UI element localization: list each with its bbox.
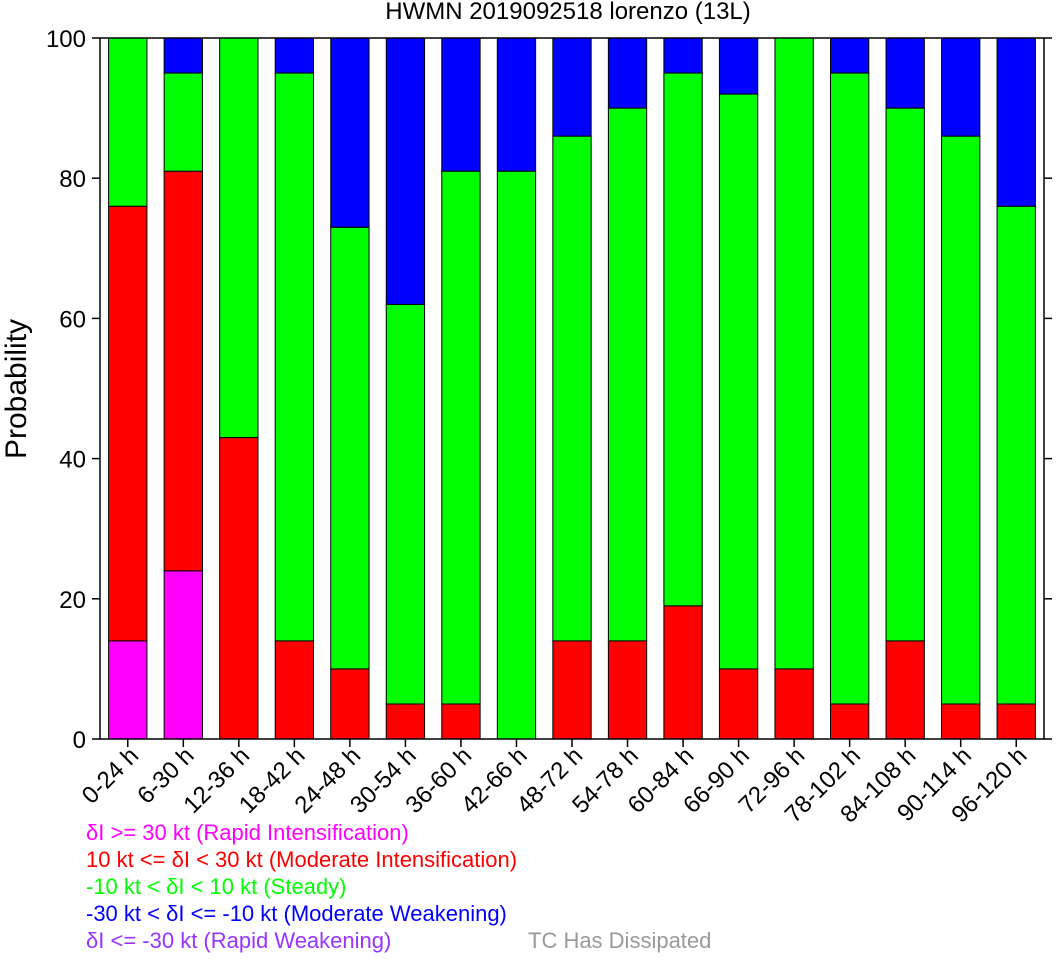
bar-segment xyxy=(385,703,426,740)
bar-segment xyxy=(996,205,1036,705)
bar-segment xyxy=(385,303,426,705)
bar-segment xyxy=(274,37,315,74)
bar-segment xyxy=(829,703,870,740)
bar-segment xyxy=(663,72,703,607)
bar-segment xyxy=(274,72,315,642)
bar-segment xyxy=(441,170,481,705)
bar-segment xyxy=(941,703,981,740)
bar-segment xyxy=(330,37,370,228)
bar-segment xyxy=(663,37,703,74)
bar-segment xyxy=(607,640,648,740)
legend-entry: -10 kt < δI < 10 kt (Steady) xyxy=(86,874,346,899)
ticks-layer: 0 20 40 60 80 100 xyxy=(46,26,1052,754)
legend-entry: -30 kt < δI <= -10 kt (Moderate Weakenin… xyxy=(86,901,507,926)
bar-segment xyxy=(941,135,981,705)
bar-segment xyxy=(441,37,481,172)
bar-segment xyxy=(219,437,259,740)
chart-title: HWMN 2019092518 lorenzo (13L) xyxy=(385,0,751,25)
bar-segment xyxy=(163,170,203,572)
y-tick-label: 40 xyxy=(59,447,86,474)
legend-entry: δI >= 30 kt (Rapid Intensification) xyxy=(86,820,409,845)
bar-segment xyxy=(941,37,981,137)
legend-entry: 10 kt <= δI < 30 kt (Moderate Intensific… xyxy=(86,847,517,872)
bar-segment xyxy=(552,640,592,740)
bar-segment xyxy=(774,37,814,670)
bar-segment xyxy=(885,37,925,109)
bar-segment xyxy=(274,640,315,740)
bar-segment xyxy=(885,107,925,642)
x-tick-label: 0-24 h xyxy=(77,742,144,809)
bar-segment xyxy=(552,135,592,642)
bar-segment xyxy=(108,640,148,740)
y-tick-label: 0 xyxy=(73,727,86,754)
y-tick-label: 60 xyxy=(59,306,86,333)
y-tick-label: 80 xyxy=(59,166,86,193)
legend-entry-dissipated: TC Has Dissipated xyxy=(528,928,711,953)
bar-segment xyxy=(385,37,426,305)
bar-segment xyxy=(829,37,870,74)
bar-segment xyxy=(996,703,1036,740)
bar-segment xyxy=(774,668,814,740)
y-axis-label: Probability xyxy=(0,319,33,459)
bars-layer xyxy=(108,37,1036,740)
bar-segment xyxy=(330,668,370,740)
bar-segment xyxy=(996,37,1036,207)
legend-entry: δI <= -30 kt (Rapid Weakening) xyxy=(86,928,391,953)
bar-segment xyxy=(718,93,759,670)
bar-segment xyxy=(718,668,759,740)
bar-segment xyxy=(663,605,703,740)
y-tick-label: 100 xyxy=(46,26,86,53)
bar-segment xyxy=(496,37,537,172)
bar-segment xyxy=(552,37,592,137)
y-tick-label: 20 xyxy=(59,587,86,614)
x-tick-labels: 0-24 h6-30 h12-36 h18-42 h24-48 h30-54 h… xyxy=(77,742,1033,828)
bar-segment xyxy=(885,640,925,740)
bar-segment xyxy=(607,107,648,642)
bar-segment xyxy=(163,37,203,74)
bar-segment xyxy=(219,37,259,439)
bar-segment xyxy=(163,72,203,172)
bar-segment xyxy=(441,703,481,740)
bar-segment xyxy=(829,72,870,705)
bar-segment xyxy=(607,37,648,109)
legend: δI >= 30 kt (Rapid Intensification)10 kt… xyxy=(86,820,711,953)
bar-segment xyxy=(163,570,203,740)
bar-segment xyxy=(718,37,759,95)
bar-segment xyxy=(108,37,148,207)
bar-segment xyxy=(330,226,370,670)
bar-segment xyxy=(108,205,148,642)
bar-segment xyxy=(496,170,537,740)
